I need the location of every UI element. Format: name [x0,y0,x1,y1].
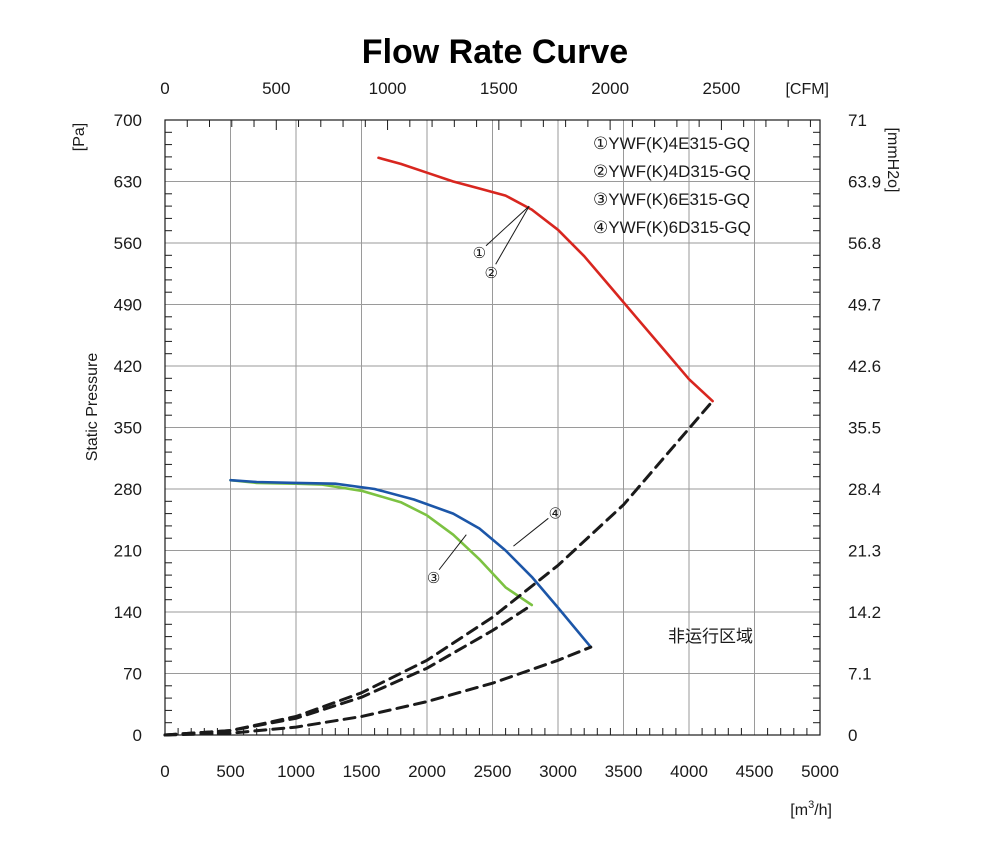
x-unit-base: [m [790,802,808,819]
y-tick-label: 70 [123,665,142,684]
chart-title: Flow Rate Curve [362,33,628,71]
y-tick-label: 280 [114,480,142,499]
axis-labels: 0 500 1000 1500 2000 2500 3000 3500 4000 4500 5000… [114,79,881,781]
y-axis-title: Static Pressure [84,353,101,462]
curve-callouts: ① ② ③ ④ [427,205,562,587]
y2-tick-label: 7.1 [848,665,872,684]
x-tick-label: 3000 [539,762,577,781]
callout-label: ③ [427,570,440,587]
y2-tick-label: 28.4 [848,480,881,499]
legend-entry-4: ④YWF(K)6D315-GQ [593,218,751,237]
x2-tick-label: 2000 [591,79,629,98]
x-tick-label: 500 [216,762,244,781]
callout-label: ② [484,265,497,282]
x-tick-label: 3500 [605,762,643,781]
x-tick-label: 4000 [670,762,708,781]
x2-tick-label: 2500 [702,79,740,98]
y-unit-label: [Pa] [71,123,88,151]
x2-tick-label: 1000 [369,79,407,98]
plot-frame [164,119,821,736]
y-tick-label: 140 [114,603,142,622]
legend-entry-1: ①YWF(K)4E315-GQ [593,134,750,153]
y2-tick-label: 56.8 [848,234,881,253]
y2-tick-label: 21.3 [848,542,881,561]
y2-unit-label: [mmH2o] [884,128,901,193]
chart-series [163,156,715,737]
y-tick-label: 560 [114,234,142,253]
x-unit-label: [m3/h] [790,799,832,819]
y2-tick-label: 71 [848,111,867,130]
callout-leader [495,205,530,265]
x2-tick-label: 500 [262,79,290,98]
y2-tick-label: 35.5 [848,419,881,438]
chart-legend: ①YWF(K)4E315-GQ ②YWF(K)4D315-GQ ③YWF(K)6… [593,134,751,237]
performance-curve [377,156,714,403]
callout-leader [438,534,467,571]
non-operating-zone-label: 非运行区域 [668,627,753,646]
y2-tick-label: 0 [848,726,857,745]
chart-grid [164,119,821,736]
legend-entry-2: ②YWF(K)4D315-GQ [593,162,751,181]
x2-unit-label: [CFM] [785,81,829,98]
callout-label: ④ [549,506,562,523]
x-tick-label: 2500 [474,762,512,781]
y-tick-label: 420 [114,357,142,376]
y-tick-label: 0 [133,726,142,745]
y2-tick-label: 63.9 [848,173,881,192]
x2-tick-label: 0 [160,79,169,98]
y2-tick-label: 42.6 [848,357,881,376]
y-tick-label: 350 [114,419,142,438]
x-tick-label: 4500 [736,762,774,781]
y2-tick-label: 14.2 [848,603,881,622]
performance-curve [229,478,593,649]
x-tick-label: 0 [160,762,169,781]
axis-ticks [165,120,820,735]
x-tick-label: 1000 [277,762,315,781]
callout-label: ① [473,245,486,262]
x2-tick-label: 1500 [480,79,518,98]
x-unit-sup: 3 [808,799,814,811]
callout-leader [513,517,549,547]
x-tick-label: 1500 [343,762,381,781]
y-tick-label: 210 [114,542,142,561]
y-tick-label: 490 [114,296,142,315]
y-tick-label: 630 [114,173,142,192]
y-tick-label: 700 [114,111,142,130]
system-curve [163,603,534,737]
x-tick-label: 5000 [801,762,839,781]
system-curve [163,399,715,737]
y2-tick-label: 49.7 [848,296,881,315]
performance-curve [229,478,534,607]
legend-entry-3: ③YWF(K)6E315-GQ [593,190,750,209]
system-curve [163,645,593,737]
x-unit-tail: /h] [814,802,832,819]
callout-leader [485,205,530,247]
x-tick-label: 2000 [408,762,446,781]
